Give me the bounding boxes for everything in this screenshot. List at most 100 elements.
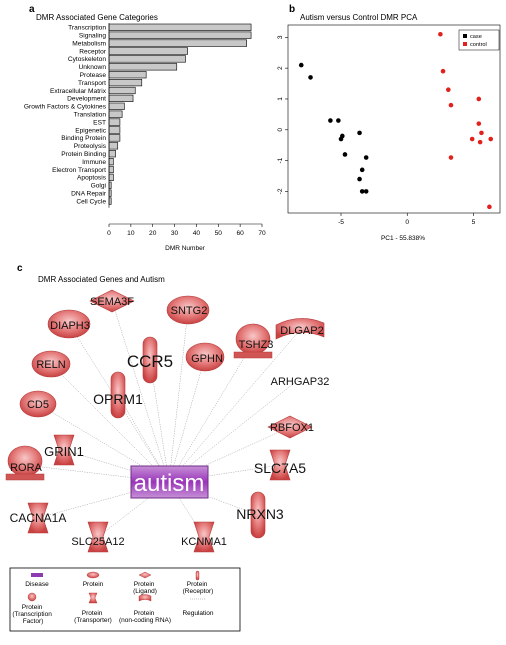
scatter-point (477, 139, 483, 145)
scatter-point (298, 62, 304, 68)
bar (108, 110, 123, 118)
scatter-point (479, 130, 484, 136)
gene-node-protein (47, 309, 91, 339)
gene-node-transporter (53, 434, 75, 466)
legend-receptor-item: Protein (Receptor) (183, 570, 214, 595)
legend-tf-item: Protein (Transcription Factor) (12, 592, 53, 625)
scatter-point (359, 189, 365, 194)
gene-node-transporter (27, 502, 49, 534)
scatter-point (357, 130, 362, 136)
bar-x-tick-label: 70 (258, 230, 266, 237)
legend-ncrna-label: Protein (non-coding RNA) (119, 610, 171, 624)
bar-category-label: Development (67, 96, 106, 103)
scatter-point (336, 118, 341, 123)
panel-c-title: DMR Associated Genes and Autism (38, 275, 165, 284)
bar (108, 86, 136, 95)
scatter-point (342, 152, 348, 157)
bar-category-label: Binding Protein (61, 135, 106, 142)
legend-ncrna-icon (138, 594, 152, 602)
legend-disease-item: Disease (25, 573, 49, 588)
bar (108, 142, 119, 150)
scatter-point (487, 204, 492, 210)
gene-node-transporter (193, 521, 215, 553)
bar-category-label: Translation (74, 112, 107, 119)
gene-ccr5: CCR5 (127, 352, 173, 371)
legend-receptor-line1: Protein (187, 581, 208, 588)
bar (108, 47, 188, 55)
gene-cd5: CD5 (27, 399, 49, 411)
gene-node-ligand (89, 289, 135, 313)
autism-label: autism (134, 470, 205, 497)
bar (108, 173, 114, 182)
scatter-legend-label: case (470, 34, 482, 40)
network-edge (168, 356, 206, 483)
scatter-plot-frame (287, 24, 501, 214)
bar-x-tick-label: 30 (171, 230, 179, 237)
gene-cacna1a: CACNA1A (10, 511, 67, 525)
legend-ligand-icon (138, 571, 152, 579)
bar (108, 55, 186, 63)
gene-dlgap2: DLGAP2 (280, 325, 323, 337)
gene-grin1: GRIN1 (44, 444, 84, 459)
panel-c-letter: c (17, 263, 23, 274)
bar (108, 39, 247, 47)
scatter-point (438, 31, 443, 37)
legend-receptor-label: Protein (Receptor) (183, 581, 214, 595)
bar-category-label: Protease (80, 72, 107, 79)
bar (108, 102, 125, 110)
legend-ncrna-line2: (non-coding RNA) (119, 617, 171, 624)
bar-category-label: Proteolysis (74, 143, 107, 150)
scatter-y-tick-label: 1 (277, 97, 284, 101)
gene-node-tf-base (5, 473, 45, 481)
bar-x-tick-label: 20 (149, 230, 157, 237)
gene-node-protein (31, 350, 71, 378)
scatter-legend-swatch (463, 42, 467, 46)
bar-category-label: Golgi (91, 183, 107, 190)
legend-protein-item: Protein (83, 571, 104, 588)
bar (108, 71, 147, 79)
bar (108, 79, 143, 87)
bar-category-label: Protein Binding (61, 151, 106, 158)
legend-ligand-label: Protein (Ligand) (133, 581, 157, 595)
gene-sema3f: SEMA3F (90, 296, 134, 308)
bar-category-label: Cell Cycle (76, 198, 106, 205)
scatter-y-tick-label: 3 (277, 35, 284, 39)
scatter-y-tick-label: -2 (277, 188, 284, 194)
bar (108, 189, 112, 197)
bar-category-label: Transcription (68, 25, 106, 32)
network-edge (168, 342, 254, 483)
network-shapes (5, 289, 325, 553)
bar-category-label: Epigenetic (75, 127, 106, 134)
legend-protein-label: Protein (83, 581, 104, 588)
bar-category-label: Receptor (79, 48, 107, 55)
scatter-point (476, 96, 482, 102)
legend-tf-line1: Protein (22, 604, 43, 611)
legend-tf-label: Protein (Transcription Factor) (12, 604, 53, 625)
bar-category-label: Transport (78, 80, 106, 87)
scatter-chart: -5 0 5 -2 -1 0 1 2 3 case control (277, 24, 501, 226)
bar (108, 118, 121, 126)
gene-diaph3: DIAPH3 (50, 320, 90, 332)
network-edge (63, 449, 170, 483)
gene-kcnma1: KCNMA1 (181, 536, 227, 548)
gene-tshz3: TSHZ3 (239, 339, 274, 351)
scatter-point (359, 167, 365, 173)
legend-transporter-line2: (Transporter) (74, 617, 112, 624)
bar-x-tick-label: 0 (107, 230, 111, 237)
bar-category-label: Metabolism (72, 40, 106, 47)
scatter-y-tick-label: -1 (277, 157, 284, 163)
legend-tf-line2: (Transcription (12, 611, 52, 618)
legend-tf-line3: Factor) (23, 618, 44, 625)
autism-node (130, 465, 209, 499)
scatter-point (488, 136, 494, 142)
bar-category-label: Signaling (79, 33, 106, 40)
bar-category-label: Electron Transport (52, 167, 106, 174)
legend-transporter-icon (88, 592, 98, 604)
scatter-point (446, 87, 451, 93)
scatter-point (357, 176, 362, 182)
scatter-point (448, 102, 454, 108)
gene-node-protein (166, 295, 210, 325)
legend-tf-icon (27, 592, 37, 602)
legend-ligand-line2: (Ligand) (133, 588, 157, 595)
